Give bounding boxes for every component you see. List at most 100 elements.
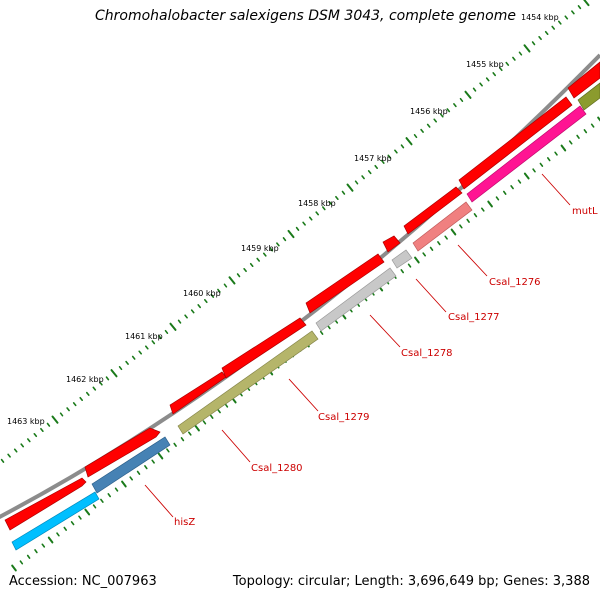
outer-minor-tick xyxy=(118,365,123,371)
outer-major-tick xyxy=(464,90,472,99)
outer-major-tick xyxy=(287,229,295,239)
outer-minor-tick xyxy=(66,407,70,412)
inner-minor-tick xyxy=(78,515,82,520)
inner-minor-tick xyxy=(473,213,478,218)
outer-minor-tick xyxy=(538,35,542,41)
outer-minor-tick xyxy=(158,335,162,340)
cds-arrow xyxy=(305,253,385,314)
outer-minor-tick xyxy=(439,113,444,118)
kbp-label: 1463 kbp xyxy=(7,417,45,426)
inner-minor-tick xyxy=(554,151,558,156)
inner-minor-tick xyxy=(546,157,551,162)
inner-minor-tick xyxy=(407,263,412,268)
outer-minor-tick xyxy=(204,298,208,304)
outer-minor-tick xyxy=(420,128,424,133)
gene-bar-hisz xyxy=(11,491,100,551)
inner-minor-tick xyxy=(70,521,75,526)
inner-major-tick xyxy=(84,508,91,516)
outer-major-tick xyxy=(169,322,177,331)
cds-arrow xyxy=(567,61,600,99)
genome-summary-text: Topology: circular; Length: 3,696,649 bp… xyxy=(232,574,590,589)
gene-label-csal-1279: Csal_1279 xyxy=(318,412,370,423)
cds-arrow xyxy=(221,317,307,379)
inner-major-tick xyxy=(157,452,164,460)
inner-minor-tick xyxy=(107,493,111,498)
outer-minor-tick xyxy=(138,350,142,355)
outer-minor-tick xyxy=(282,237,287,242)
outer-minor-tick xyxy=(145,345,149,350)
inner-minor-tick xyxy=(400,269,405,274)
inner-major-tick xyxy=(597,116,600,122)
outer-minor-tick xyxy=(131,355,136,360)
outer-minor-tick xyxy=(79,396,83,402)
inner-major-tick xyxy=(194,424,200,432)
kbp-label: 1455 kbp xyxy=(466,60,504,69)
outer-minor-tick xyxy=(177,319,182,324)
kbp-label: 1459 kbp xyxy=(241,244,279,253)
outer-minor-tick xyxy=(472,87,477,92)
outer-minor-tick xyxy=(492,72,497,77)
outer-minor-tick xyxy=(223,283,228,288)
outer-minor-tick xyxy=(308,216,313,221)
gene-label-mutl: mutL xyxy=(572,206,598,217)
outer-minor-tick xyxy=(59,412,64,417)
outer-minor-tick xyxy=(354,180,359,185)
outer-minor-tick xyxy=(249,262,254,268)
outer-minor-tick xyxy=(512,56,516,61)
inner-minor-tick xyxy=(34,549,38,554)
inner-minor-tick xyxy=(173,442,177,447)
inner-minor-tick xyxy=(466,218,470,223)
gene-labels: mutL Csal_1276 Csal_1277 Csal_1278 Csal_… xyxy=(174,206,598,528)
genome-title: Chromohalobacter salexigens DSM 3043, co… xyxy=(95,8,516,24)
inner-minor-tick xyxy=(502,190,507,195)
cds-arrow xyxy=(382,235,401,253)
inner-minor-tick xyxy=(568,140,573,145)
outer-minor-tick xyxy=(335,195,339,200)
inner-minor-tick xyxy=(327,325,331,330)
outer-minor-tick xyxy=(217,288,221,293)
inner-minor-tick xyxy=(444,235,448,240)
outer-minor-tick xyxy=(86,391,90,396)
outer-major-tick xyxy=(228,276,236,285)
outer-minor-tick xyxy=(321,206,326,211)
inner-minor-tick xyxy=(217,409,221,414)
outer-major-tick xyxy=(346,183,354,192)
inner-minor-tick xyxy=(517,179,522,184)
kbp-label: 1456 kbp xyxy=(410,107,448,116)
inner-minor-tick xyxy=(510,185,514,190)
inner-minor-tick xyxy=(41,543,46,548)
inner-minor-tick xyxy=(459,224,463,229)
gene-bar-csal-1278 xyxy=(315,267,397,332)
inner-major-tick xyxy=(121,480,127,488)
outer-minor-tick xyxy=(26,438,31,443)
inner-major-tick xyxy=(560,144,567,152)
outer-minor-tick xyxy=(197,304,201,309)
outer-minor-tick xyxy=(498,67,503,72)
outer-minor-tick xyxy=(328,201,333,206)
outer-minor-tick xyxy=(367,170,372,175)
inner-minor-tick xyxy=(334,319,339,324)
inner-minor-tick xyxy=(92,504,97,509)
inner-minor-tick xyxy=(19,560,24,565)
leader-line-csal-1276 xyxy=(457,244,488,277)
outer-major-tick xyxy=(523,44,531,53)
outer-minor-tick xyxy=(453,103,457,108)
inner-minor-tick xyxy=(210,414,214,419)
gene-strand xyxy=(11,82,600,551)
outer-minor-tick xyxy=(426,123,431,128)
inner-minor-tick xyxy=(437,241,441,246)
inner-minor-tick xyxy=(136,470,141,475)
gene-bar-unnamed xyxy=(577,82,600,111)
inner-major-tick xyxy=(47,536,54,544)
outer-minor-tick xyxy=(577,5,582,10)
outer-minor-tick xyxy=(551,25,556,30)
outer-minor-tick xyxy=(99,381,103,386)
inner-minor-tick xyxy=(539,162,544,167)
outer-minor-tick xyxy=(243,267,247,273)
inner-minor-tick xyxy=(224,403,229,408)
cds-forward-strand xyxy=(4,61,600,531)
inner-minor-tick xyxy=(532,168,536,173)
gene-label-csal-1276: Csal_1276 xyxy=(489,277,541,288)
outer-minor-tick xyxy=(557,20,562,25)
